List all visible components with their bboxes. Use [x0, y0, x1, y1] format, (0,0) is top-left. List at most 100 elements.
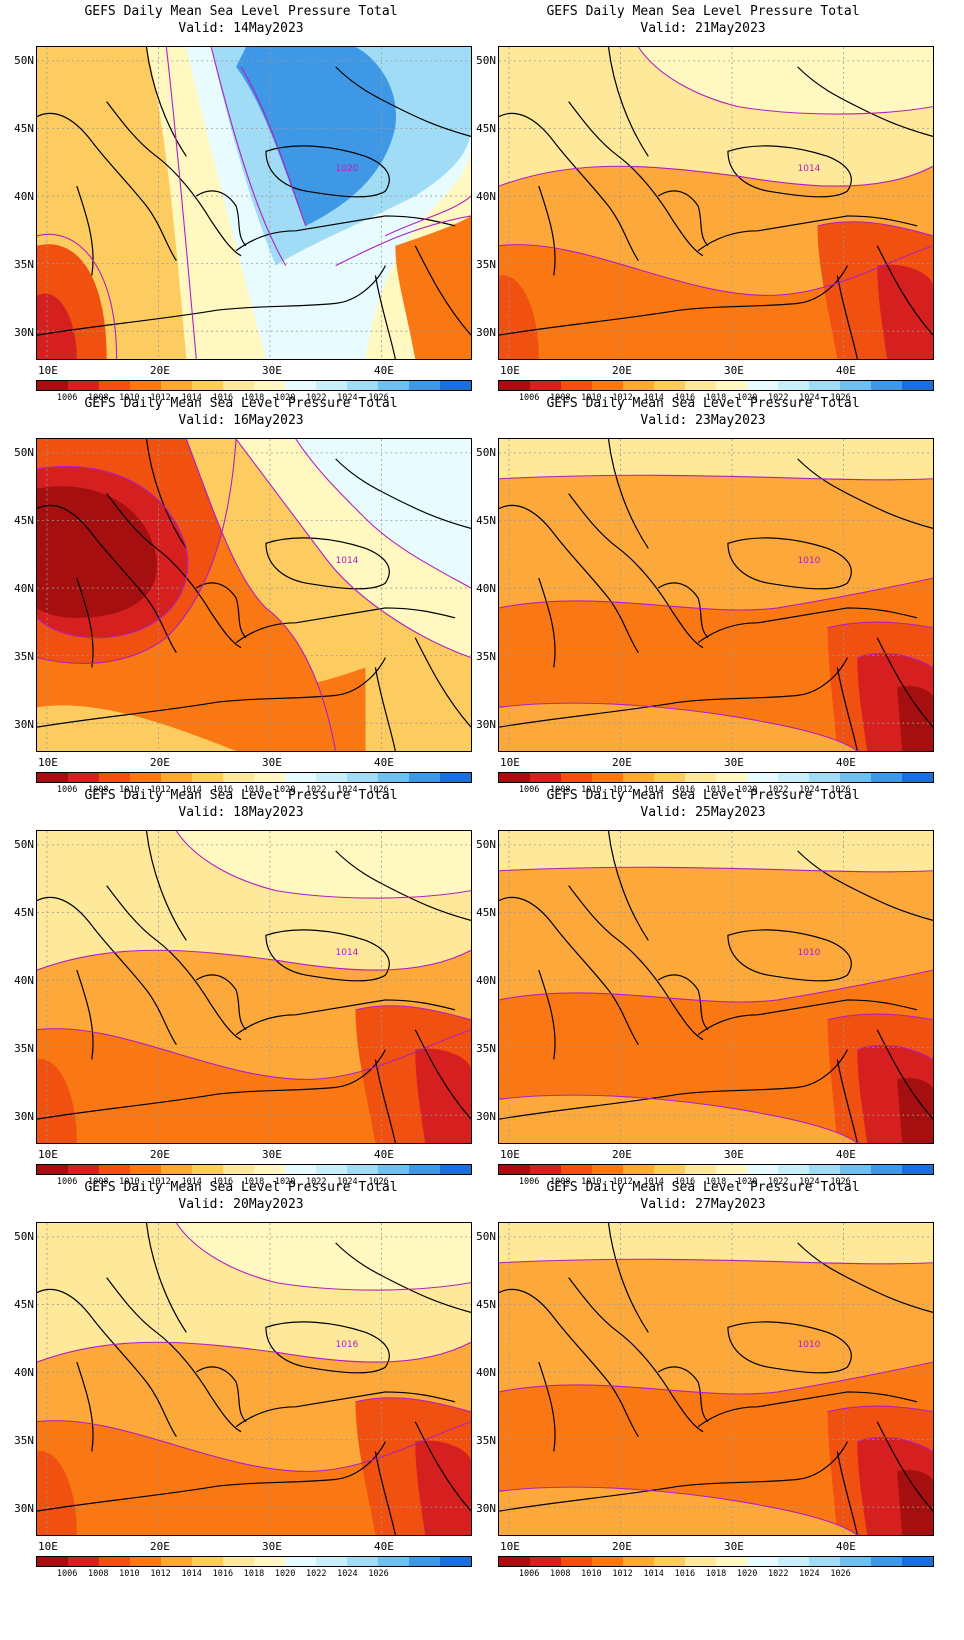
isobar: [499, 577, 933, 611]
colorbar-label: 1018: [705, 1569, 727, 1579]
coastline: [265, 929, 390, 982]
colorbar-label: 1014: [643, 393, 664, 403]
coastline: [37, 1049, 386, 1120]
colorbar-swatch: [654, 381, 685, 390]
colorbar-swatch: [316, 1557, 347, 1566]
lat-tick-label: 45N: [14, 122, 34, 135]
colorbar-swatch: [809, 773, 840, 782]
colorbar-label: 1018: [243, 1569, 265, 1579]
colorbar-label: 1012: [612, 785, 633, 795]
coastline: [607, 1223, 649, 1333]
pressure-field: 1014: [37, 831, 471, 1143]
lat-tick-label: 45N: [476, 122, 496, 135]
pressure-band: [37, 293, 77, 359]
colorbar-swatch: [902, 381, 933, 390]
isobar-label: 1020: [336, 164, 359, 174]
colorbar-label: 1024: [799, 785, 820, 795]
colorbar-swatch: [223, 773, 254, 782]
lat-tick-label: 50N: [14, 446, 34, 459]
isobar: [210, 47, 287, 266]
lat-tick-label: 40N: [14, 582, 34, 595]
coastline: [499, 1049, 848, 1120]
isobar: [857, 1436, 933, 1452]
coastline: [797, 1242, 933, 1314]
isobar: [499, 1486, 858, 1535]
isobar: [37, 1341, 471, 1363]
colorbar-swatch: [840, 1165, 871, 1174]
isobar-label: 1010: [798, 948, 821, 958]
pressure-field: 1010: [499, 1223, 933, 1535]
coastline: [607, 439, 649, 549]
panel-valid-date: Valid: 20May2023: [178, 1197, 304, 1212]
panel-valid-date: Valid: 27May2023: [640, 1197, 766, 1212]
colorbar-swatch: [778, 1557, 809, 1566]
pressure-band: [897, 1078, 933, 1143]
colorbar-swatch: [254, 1165, 285, 1174]
coastline: [697, 607, 918, 644]
colorbar-swatch: [37, 1557, 68, 1566]
colorbar-swatch: [778, 773, 809, 782]
coastline: [499, 657, 848, 728]
colorbar: [498, 772, 934, 783]
lat-tick-label: 40N: [14, 974, 34, 987]
isobar: [827, 621, 933, 629]
map-panel: GEFS Daily Mean Sea Level Pressure Total…: [0, 1176, 482, 1586]
lon-tick-label: 30E: [262, 1148, 282, 1161]
colorbar-label: 1010: [119, 393, 140, 403]
colorbar-swatch: [871, 773, 902, 782]
panel-title: GEFS Daily Mean Sea Level Pressure Total: [84, 788, 398, 803]
isobar: [499, 1258, 933, 1265]
colorbar-label: 1006: [518, 393, 540, 403]
lon-tick-label: 10E: [38, 1540, 58, 1553]
coastline: [727, 929, 852, 982]
map-panel: GEFS Daily Mean Sea Level Pressure Total…: [462, 392, 944, 802]
lat-tick-label: 40N: [476, 582, 496, 595]
isobar: [37, 1420, 471, 1472]
colorbar-swatch: [561, 1165, 592, 1174]
colorbar-swatch: [499, 381, 530, 390]
pressure-band: [37, 1028, 471, 1143]
coastline: [106, 1277, 242, 1433]
panel-valid-date: Valid: 14May2023: [178, 21, 304, 36]
colorbar-label: 1022: [306, 1569, 327, 1579]
colorbar-label: 1026: [830, 1177, 851, 1187]
coastline: [37, 1441, 386, 1512]
lon-tick-label: 20E: [150, 1540, 170, 1553]
colorbar-label: 1026: [368, 393, 389, 403]
lon-tick-label: 20E: [612, 1540, 632, 1553]
map-panel: GEFS Daily Mean Sea Level Pressure Total…: [0, 784, 482, 1194]
pressure-band: [499, 831, 933, 872]
colorbar-swatch: [285, 1557, 316, 1566]
coastline: [538, 185, 556, 276]
pressure-field: 1010: [499, 831, 933, 1143]
coastline: [538, 969, 556, 1060]
isobar: [37, 233, 118, 359]
colorbar-label: 1020: [736, 1177, 758, 1187]
colorbar-swatch: [316, 773, 347, 782]
lon-tick-label: 30E: [262, 364, 282, 377]
colorbar-swatch: [809, 1557, 840, 1566]
coastline: [499, 896, 639, 1045]
colorbar-swatch: [778, 1165, 809, 1174]
colorbar: [36, 380, 472, 391]
colorbar-swatch: [623, 1165, 654, 1174]
coastline: [76, 185, 94, 276]
isobar: [817, 221, 933, 237]
lon-tick-label: 20E: [150, 756, 170, 769]
colorbar-label: 1014: [643, 785, 664, 795]
coastline: [499, 265, 848, 336]
lon-tick-label: 40E: [374, 756, 394, 769]
colorbar-swatch: [37, 381, 68, 390]
isobar: [37, 1028, 471, 1080]
coastline: [657, 582, 709, 639]
colorbar-swatch: [902, 1557, 933, 1566]
isobar: [37, 465, 189, 639]
colorbar-label: 1018: [705, 1177, 727, 1187]
colorbar-swatch: [623, 1557, 654, 1566]
isobar-label: 1016: [336, 1340, 359, 1350]
colorbar-swatch: [347, 1165, 378, 1174]
colorbar-swatch: [378, 381, 409, 390]
coastline: [106, 885, 242, 1041]
isobar: [499, 702, 858, 751]
lon-tick-label: 30E: [724, 1148, 744, 1161]
